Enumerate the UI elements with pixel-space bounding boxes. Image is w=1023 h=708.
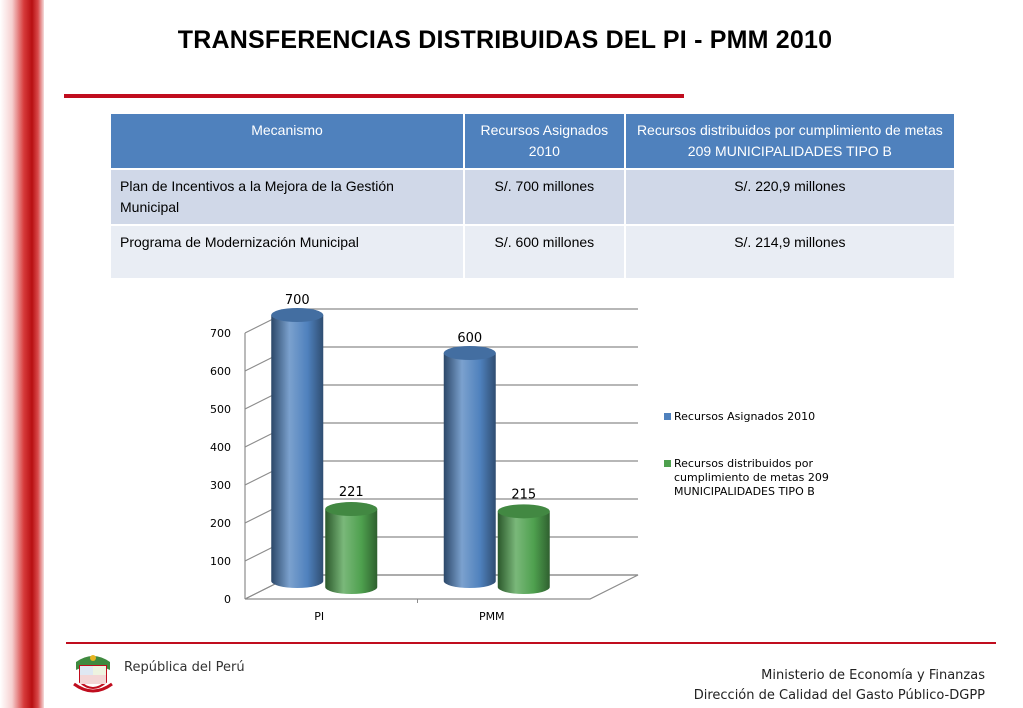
chart-legend: Recursos Asignados 2010 Recursos distrib… [664,410,854,532]
y-tick-label: 100 [210,555,231,568]
ministry-block: Ministerio de Economía y Finanzas Direcc… [694,666,985,706]
x-tick-label: PI [314,610,324,623]
bar-chart: 0 100 200 300 400 500 600 700 PI 700 221 PMM 600 215 [210,293,639,623]
data-label: 600 [457,331,482,346]
table-row: Plan de Incentivos a la Mejora de la Ges… [108,168,957,226]
page-title: TRANSFERENCIAS DISTRIBUIDAS DEL PI - PMM… [177,26,833,54]
table-header-row: Mecanismo Recursos Asignados 2010 Recurs… [108,112,957,170]
legend-swatch [664,413,671,420]
legend-item-distribuidos: Recursos distribuidos por cumplimiento d… [664,457,854,499]
y-tick-label: 400 [210,441,231,454]
legend-label: Recursos distribuidos por cumplimiento d… [674,457,829,498]
footer-rule [66,642,996,644]
cell-distribuidos: S/. 214,9 millones [623,224,957,280]
bar-distribuidos-pi [325,509,378,594]
y-tick-label: 200 [210,517,231,530]
header-mecanismo: Mecanismo [108,112,466,170]
data-label: 700 [285,293,310,308]
department-name: Dirección de Calidad del Gasto Público-D… [693,688,985,703]
republic-label: República del Perú [124,660,245,675]
cell-distribuidos: S/. 220,9 millones [623,168,957,226]
y-tick-label: 500 [210,403,231,416]
bar-top [271,308,324,322]
table-row: Programa de Modernización Municipal S/. … [108,224,957,280]
y-tick-label: 600 [210,365,231,378]
cell-asignados: S/. 700 millones [463,168,626,226]
bar-top [443,346,496,360]
bar-top [325,502,378,517]
y-tick-label: 700 [210,327,231,340]
data-label: 221 [339,485,364,500]
coat-of-arms-icon [73,655,113,693]
legend-label: Recursos Asignados 2010 [674,410,816,423]
header-recursos-distribuidos: Recursos distribuidos por cumplimiento d… [623,112,957,170]
left-decorative-bar [0,0,44,708]
bar-top [497,504,550,519]
cell-mecanismo: Programa de Modernización Municipal [108,224,466,280]
legend-item-asignados: Recursos Asignados 2010 [664,410,854,424]
y-tick-label: 300 [210,479,231,492]
y-tick-label: 0 [224,593,231,606]
ministry-name: Ministerio de Economía y Finanzas [761,668,985,683]
bar-distribuidos-pmm [497,511,550,594]
data-label: 215 [511,487,536,502]
x-tick-label: PMM [479,610,505,623]
title-underline [64,94,684,98]
header-recursos-asignados: Recursos Asignados 2010 [463,112,626,170]
bar-asignados-pi [271,315,324,588]
mechanism-table: Mecanismo Recursos Asignados 2010 Recurs… [108,112,957,280]
legend-swatch [664,460,671,467]
cell-mecanismo: Plan de Incentivos a la Mejora de la Ges… [108,168,466,226]
cell-asignados: S/. 600 millones [463,224,626,280]
bar-asignados-pmm [443,353,496,588]
